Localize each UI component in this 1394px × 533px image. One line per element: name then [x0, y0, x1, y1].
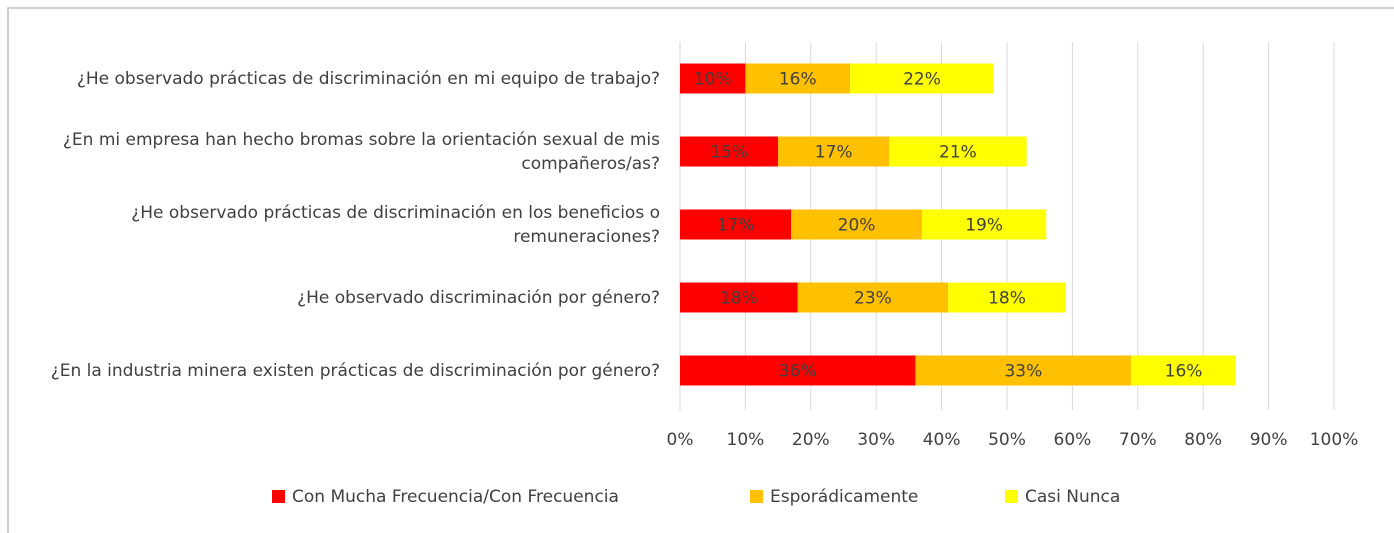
- bar-segment: [948, 282, 1066, 313]
- x-tick-label: 40%: [923, 430, 961, 450]
- bar-segment: [680, 136, 779, 167]
- category-label: ¿He observado prácticas de discriminació…: [131, 202, 660, 247]
- bar-segment: [680, 282, 798, 313]
- value-label: 21%: [939, 143, 977, 163]
- chart-border: [7, 7, 1394, 533]
- x-tick-label: 100%: [1310, 430, 1359, 450]
- bar-segment: [680, 63, 746, 94]
- value-label: 16%: [779, 70, 817, 90]
- value-label: 18%: [720, 289, 758, 309]
- x-tick-label: 0%: [667, 430, 694, 450]
- bar-segment: [680, 355, 916, 386]
- legend-swatch: [272, 490, 285, 503]
- bar-segment: [1131, 355, 1236, 386]
- bar-segment: [915, 355, 1132, 386]
- x-tick-label: 30%: [857, 430, 895, 450]
- value-label: 36%: [779, 362, 817, 382]
- legend-label: Casi Nunca: [1025, 487, 1120, 507]
- value-label: 10%: [694, 70, 732, 90]
- x-tick-label: 20%: [792, 430, 830, 450]
- bar-segment: [797, 282, 949, 313]
- bar-segment: [778, 136, 890, 167]
- value-label: 15%: [710, 143, 748, 163]
- bar-segment: [791, 209, 922, 240]
- legend-label: Con Mucha Frecuencia/Con Frecuencia: [292, 487, 619, 507]
- bar-segment: [850, 63, 994, 94]
- x-tick-label: 10%: [727, 430, 765, 450]
- x-tick-label: 70%: [1119, 430, 1157, 450]
- bar-segment: [921, 209, 1047, 240]
- legend-swatch: [1005, 490, 1018, 503]
- bar-segment: [889, 136, 1027, 167]
- value-label: 19%: [965, 216, 1003, 236]
- value-label: 17%: [717, 216, 755, 236]
- category-label: ¿En mi empresa han hecho bromas sobre la…: [62, 129, 660, 174]
- category-label: ¿En la industria minera existen práctica…: [50, 360, 660, 381]
- bar-segment: [745, 63, 851, 94]
- value-label: 18%: [988, 289, 1026, 309]
- category-label: ¿He observado discriminación por género?: [297, 287, 660, 308]
- value-label: 23%: [854, 289, 892, 309]
- x-tick-label: 80%: [1184, 430, 1222, 450]
- value-label: 20%: [838, 216, 876, 236]
- x-tick-label: 50%: [988, 430, 1026, 450]
- category-label: ¿He observado prácticas de discriminació…: [76, 68, 660, 89]
- x-tick-label: 60%: [1054, 430, 1092, 450]
- legend-label: Esporádicamente: [770, 487, 918, 507]
- value-label: 33%: [1004, 362, 1042, 382]
- bar-segment: [680, 209, 792, 240]
- legend-swatch: [750, 490, 763, 503]
- x-tick-label: 90%: [1250, 430, 1288, 450]
- value-label: 22%: [903, 70, 941, 90]
- value-label: 16%: [1165, 362, 1203, 382]
- value-label: 17%: [815, 143, 853, 163]
